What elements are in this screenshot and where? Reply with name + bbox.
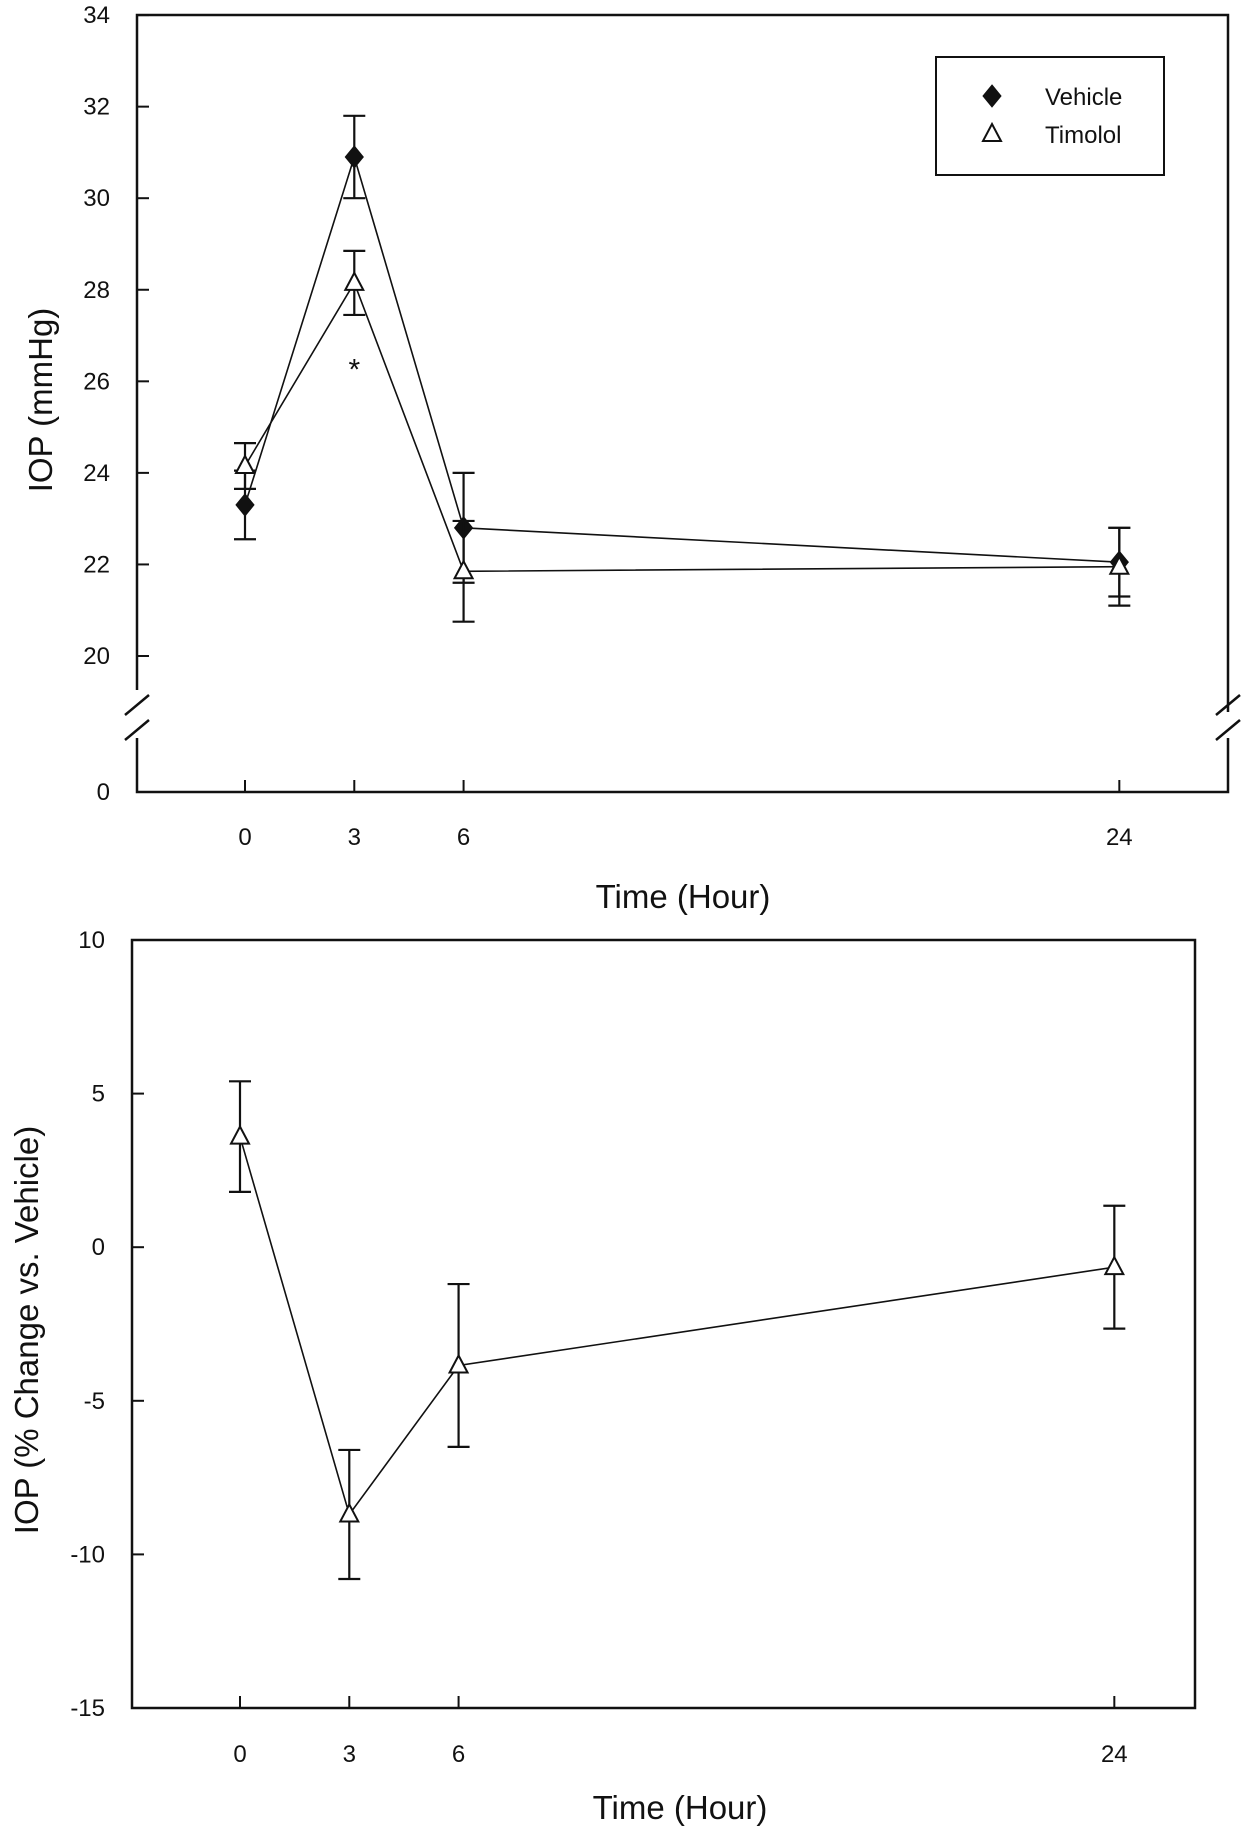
bottom-x-tick-label-6: 6 — [452, 1741, 465, 1768]
top-annotations: * — [348, 354, 360, 387]
top-x-tick-label-24: 24 — [1106, 824, 1133, 851]
legend-label-timolol: Timolol — [1045, 122, 1121, 149]
top-y-ticks: 0 20 22 24 26 28 30 32 34 — [83, 2, 149, 806]
legend: Vehicle Timolol — [935, 56, 1165, 176]
top-y-tick-label-26: 26 — [83, 368, 110, 395]
top-y-tick-label-34: 34 — [83, 2, 110, 29]
bottom-y-tick-label-5: -5 — [84, 1388, 105, 1415]
top-y-tick-label-20: 20 — [83, 643, 110, 670]
bottom-y-tick-label-10: -10 — [70, 1541, 105, 1568]
top-panel: 0 20 22 24 26 28 30 32 34 0 3 6 24 * IOP (mmHg) Tim… — [22, 2, 1241, 915]
top-x-tick-label-3: 3 — [348, 824, 361, 851]
bottom-timolol-point — [1103, 1255, 1125, 1276]
legend-label-vehicle: Vehicle — [1045, 84, 1122, 111]
top-y-tick-label-30: 30 — [83, 185, 110, 212]
bottom-y-axis-title: IOP (% Change vs. Vehicle) — [8, 1126, 45, 1534]
top-y-tick-label-28: 28 — [83, 277, 110, 304]
bottom-y-tick-label-5: 5 — [92, 1081, 105, 1108]
bottom-x-tick-label-24: 24 — [1101, 1741, 1128, 1768]
top-axis-break-right — [1215, 694, 1241, 741]
top-timolol-point — [234, 453, 256, 475]
bottom-series — [229, 1080, 1126, 1581]
top-y-axis-title: IOP (mmHg) — [22, 308, 59, 493]
legend-box — [935, 56, 1165, 176]
bottom-timolol-point — [447, 1353, 470, 1374]
top-vehicle-line — [244, 154, 1120, 563]
top-x-ticks: 0 3 6 24 — [238, 780, 1133, 851]
significance-asterisk: * — [348, 354, 360, 387]
top-timolol-line — [244, 281, 1120, 573]
bottom-x-axis-title: Time (Hour) — [593, 1789, 768, 1826]
top-y-tick-label-0: 0 — [97, 779, 110, 806]
top-x-tick-label-0: 0 — [238, 824, 251, 851]
bottom-y-tick-label-15: -15 — [70, 1695, 105, 1722]
top-y-tick-label-24: 24 — [83, 460, 110, 487]
bottom-x-tick-label-3: 3 — [343, 1741, 356, 1768]
top-plot-frame — [135, 13, 1230, 794]
bottom-y-tick-label-0: 0 — [92, 1234, 105, 1261]
top-vehicle-point — [344, 145, 364, 169]
legend-marker-vehicle — [982, 84, 1002, 108]
bottom-x-ticks: 0 3 6 24 — [233, 1696, 1128, 1768]
bottom-panel: -15 -10 -5 0 5 10 0 3 6 24 IOP (% Change vs. Veh… — [8, 927, 1197, 1826]
bottom-y-tick-label-10: 10 — [78, 927, 105, 954]
top-y-tick-label-22: 22 — [83, 551, 110, 578]
bottom-y-ticks: -15 -10 -5 0 5 10 — [70, 927, 144, 1722]
bottom-x-tick-label-0: 0 — [233, 1741, 246, 1768]
top-y-tick-label-32: 32 — [83, 94, 110, 121]
bottom-plot-frame — [130, 938, 1197, 1710]
top-timolol-point — [452, 559, 475, 580]
top-axis-break-left — [124, 694, 150, 741]
bottom-timolol-line — [239, 1136, 1115, 1517]
top-x-tick-label-6: 6 — [457, 824, 470, 851]
bottom-timolol-point — [229, 1124, 251, 1145]
legend-entries: Vehicle Timolol — [981, 84, 1122, 149]
top-series — [234, 114, 1131, 623]
top-timolol-point — [1108, 554, 1130, 575]
top-timolol-point — [343, 270, 365, 291]
top-x-axis-title: Time (Hour) — [596, 878, 771, 915]
bottom-timolol-point — [338, 1502, 360, 1523]
legend-marker-timolol — [981, 121, 1003, 142]
top-vehicle-point — [235, 493, 255, 517]
